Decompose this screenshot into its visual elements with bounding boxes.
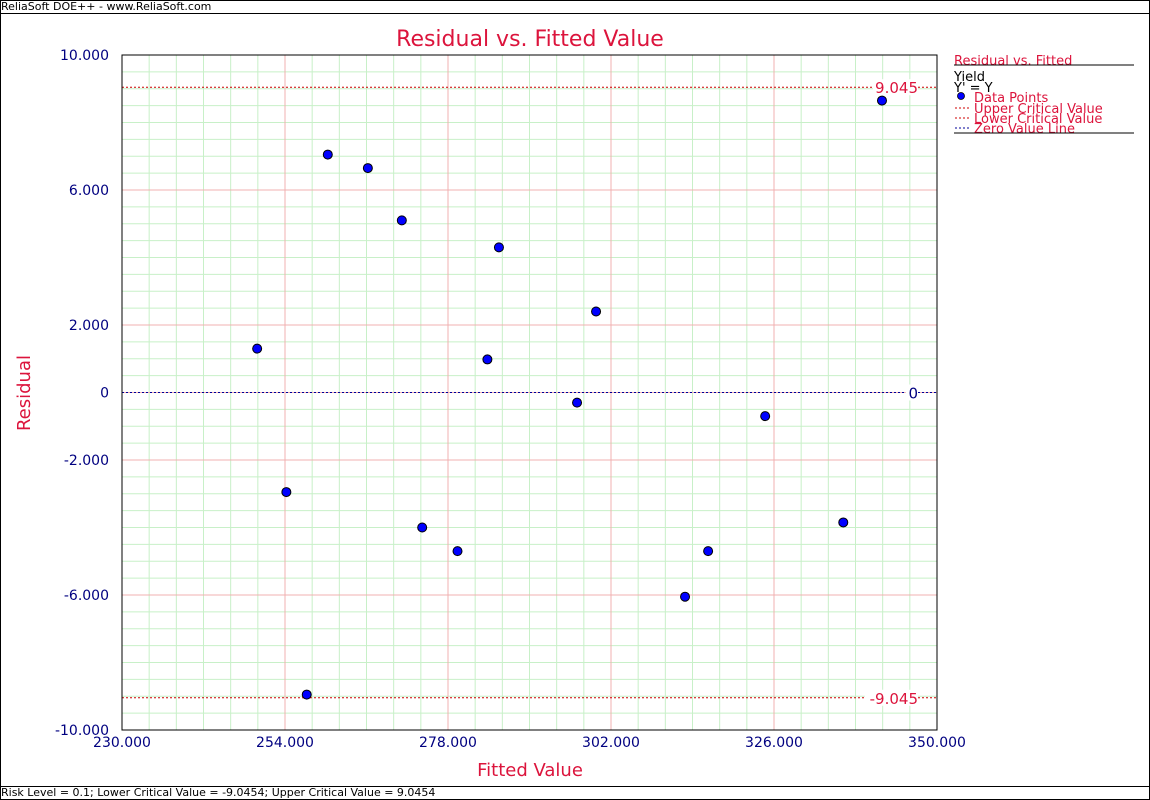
data-point [417, 522, 428, 533]
x-tick-label: 302.000 [582, 735, 640, 751]
data-point [572, 397, 583, 408]
footer-text: Risk Level = 0.1; Lower Critical Value =… [1, 786, 436, 799]
lower-critical-label-bg [864, 689, 918, 706]
data-point [362, 163, 373, 174]
y-tick-label: -10.000 [55, 723, 109, 739]
data-point [680, 591, 691, 602]
data-point [252, 343, 263, 354]
data-point [591, 306, 602, 317]
x-tick-label: 254.000 [256, 735, 314, 751]
y-tick-label: 0 [100, 386, 109, 402]
legend: Residual vs. Fitted Yield Y' = Y Data Po… [953, 54, 1134, 137]
x-axis-label: Fitted Value [477, 760, 583, 781]
header-text: ReliaSoft DOE++ - www.ReliaSoft.com [1, 0, 212, 13]
plot-border [121, 54, 938, 731]
chart-title: Residual vs. Fitted Value [396, 27, 664, 52]
x-tick-label: 278.000 [419, 735, 477, 751]
x-tick-label: 326.000 [745, 735, 803, 751]
zero-value-label: 0 [908, 385, 918, 403]
legend-entry-lower-critical: Lower Critical Value [974, 112, 1102, 127]
legend-title: Residual vs. Fitted [954, 54, 1072, 69]
legend-subtitle-2: Y' = Y [953, 81, 993, 96]
header-divider [0, 13, 1150, 14]
data-point [301, 689, 312, 700]
data-points [252, 95, 887, 700]
data-point [322, 149, 333, 160]
footer-divider [0, 786, 1150, 787]
data-point [703, 546, 714, 557]
tick-labels: 230.000 254.000 278.000 302.000 326.000 350.0… [55, 48, 966, 751]
y-tick-label: 2.000 [69, 318, 109, 334]
data-point [396, 215, 407, 226]
data-point [493, 242, 504, 253]
y-axis-label: Residual [14, 355, 35, 431]
legend-entry-zero-line: Zero Value Line [974, 122, 1075, 137]
data-point [838, 517, 849, 528]
data-point [760, 411, 771, 422]
legend-entry-upper-critical: Upper Critical Value [974, 102, 1103, 117]
data-point [452, 546, 463, 557]
data-point [281, 487, 292, 498]
zero-value-label-bg [905, 384, 918, 401]
upper-critical-label-bg [873, 79, 918, 96]
x-tick-label: 230.000 [93, 735, 151, 751]
reference-lines: 9.045 -9.045 0 [122, 79, 937, 708]
x-tick-label: 350.000 [908, 735, 966, 751]
legend-entry-data-points: Data Points [974, 91, 1048, 106]
legend-subtitle: Yield [953, 70, 985, 85]
y-tick-label: 10.000 [60, 48, 109, 64]
legend-data-point-marker [957, 92, 965, 100]
data-point [876, 95, 887, 106]
y-tick-label: -6.000 [64, 588, 109, 604]
y-tick-label: -2.000 [64, 453, 109, 469]
lower-critical-label: -9.045 [870, 690, 918, 708]
upper-critical-label: 9.045 [875, 79, 918, 97]
y-tick-label: 6.000 [69, 183, 109, 199]
data-point [482, 354, 493, 365]
